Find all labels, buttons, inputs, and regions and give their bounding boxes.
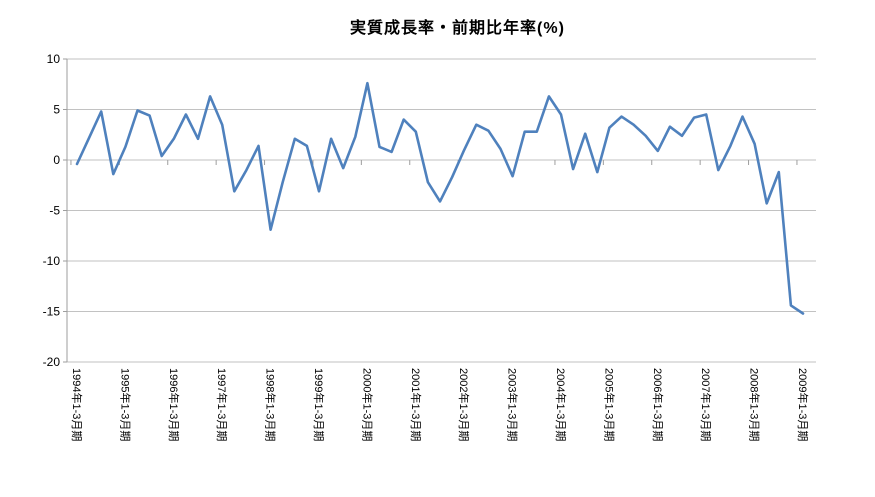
x-tick-label: 2001年1-3月期 — [409, 368, 423, 441]
x-tick-label: 2007年1-3月期 — [699, 368, 713, 441]
x-tick-label: 2002年1-3月期 — [457, 368, 471, 441]
x-tick-label: 2000年1-3月期 — [360, 368, 374, 441]
y-tick-label: -15 — [43, 305, 61, 319]
chart-title: 実質成長率・前期比年率(%) — [350, 20, 565, 37]
x-tick-label: 2003年1-3月期 — [506, 368, 520, 441]
x-tick-label: 1994年1-3月期 — [70, 368, 84, 441]
y-tick-label: -10 — [43, 254, 61, 268]
x-tick-label: 2006年1-3月期 — [651, 368, 665, 441]
x-tick-label: 2005年1-3月期 — [602, 368, 616, 441]
x-tick-label: 2009年1-3月期 — [796, 368, 810, 441]
x-tick-label: 1998年1-3月期 — [264, 368, 278, 441]
x-tick-label: 1995年1-3月期 — [118, 368, 132, 441]
y-tick-label: -20 — [43, 355, 61, 369]
y-tick-label: 0 — [53, 153, 60, 167]
series-line — [75, 81, 805, 315]
x-tick-label: 1996年1-3月期 — [167, 368, 181, 441]
y-tick-label: 5 — [53, 103, 60, 117]
y-tick-label: -5 — [49, 204, 60, 218]
x-tick-label: 1999年1-3月期 — [312, 368, 326, 441]
x-tick-label: 2008年1-3月期 — [748, 368, 762, 441]
x-tick-label: 2004年1-3月期 — [554, 368, 568, 441]
x-tick-label: 1997年1-3月期 — [215, 368, 229, 441]
y-tick-label: 10 — [47, 52, 61, 66]
